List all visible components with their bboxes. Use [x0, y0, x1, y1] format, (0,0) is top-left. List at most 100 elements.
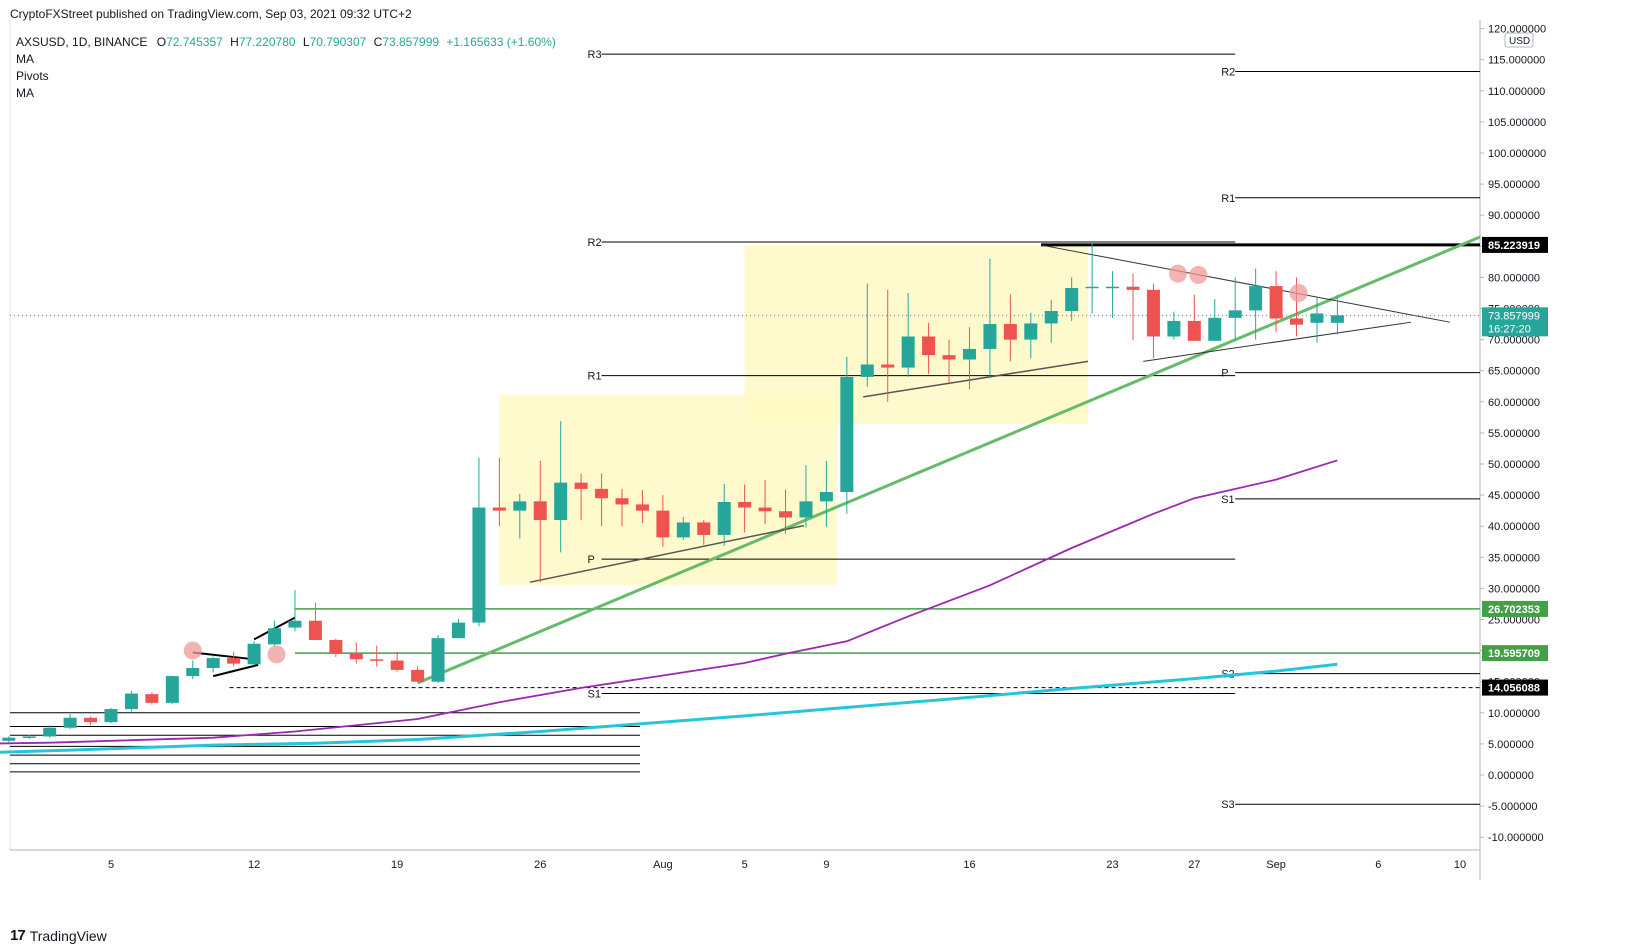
x-tick-label-13: 10 — [1454, 859, 1466, 871]
last-price-label: 73.857999 — [1488, 310, 1540, 322]
y-tick-label-15: 45.000000 — [1488, 490, 1540, 502]
chart-legend: AXSUSD, 1D, BINANCE O72.745357 H77.22078… — [16, 34, 556, 102]
candle-body-07-25 — [513, 501, 527, 511]
candle-body-07-26 — [533, 501, 547, 520]
candle-body-08-25 — [1146, 289, 1160, 337]
x-tick-label-2: 12 — [248, 859, 260, 871]
candle-body-07-05 — [104, 709, 118, 723]
candle-body-07-14 — [288, 620, 302, 628]
trendline-aug — [529, 524, 805, 583]
low-key: L — [302, 35, 310, 49]
indicator-pivots[interactable]: Pivots — [16, 69, 49, 83]
symbol-label[interactable]: AXSUSD, 1D, BINANCE — [16, 35, 148, 49]
candle-body-09-01 — [1290, 318, 1304, 325]
ma-slow-line — [0, 662, 1338, 754]
ascending-trendline — [417, 235, 1481, 685]
candle-body-07-15 — [308, 620, 322, 641]
y-tick-label-5: 95.000000 — [1488, 179, 1540, 191]
x-tick-label-9: 23 — [1106, 859, 1118, 871]
candle-body-07-07 — [145, 694, 159, 703]
candle-body-07-31 — [635, 504, 649, 511]
candle-body-08-19 — [1024, 323, 1038, 340]
x-tick-label-1: 5 — [108, 859, 114, 871]
indicator-ma-1[interactable]: MA — [16, 52, 34, 66]
indicator-ma-2[interactable]: MA — [16, 86, 34, 100]
rising-support-line — [1143, 321, 1412, 362]
y-tick-label-25: -5.000000 — [1488, 801, 1538, 813]
candle-body-07-23 — [472, 507, 486, 623]
candle-body-08-26 — [1167, 320, 1181, 337]
level-badge-label-0: 26.702353 — [1488, 604, 1540, 616]
candle-body-07-11 — [227, 658, 241, 664]
touch-marker-1 — [267, 645, 286, 664]
y-tick-label-12: 60.000000 — [1488, 397, 1540, 409]
y-tick-label-17: 35.000000 — [1488, 552, 1540, 564]
candle-body-08-08 — [799, 501, 813, 518]
open-value: 72.745357 — [166, 35, 223, 49]
pivot-label-s3-10: S3 — [1221, 799, 1234, 811]
countdown-label: 16:27:20 — [1488, 323, 1531, 335]
touch-marker-3 — [1189, 265, 1208, 284]
x-tick-label-8: 16 — [963, 859, 975, 871]
candle-body-07-29 — [595, 488, 609, 499]
x-tick-label-7: 9 — [823, 859, 829, 871]
candle-body-08-05 — [738, 501, 752, 508]
open-key: O — [156, 35, 167, 49]
candle-body-07-22 — [451, 622, 465, 639]
level-badge-2 — [1482, 679, 1548, 696]
candle-body-07-09 — [186, 668, 200, 677]
candle-body-07-27 — [554, 482, 568, 520]
descending-trendline — [1040, 244, 1450, 323]
candle-body-08-16 — [962, 348, 976, 360]
candle-body-08-01 — [656, 510, 670, 538]
brand-label: TradingView — [29, 927, 107, 944]
candle-body-08-28 — [1208, 317, 1222, 341]
y-tick-label-26: -10.000000 — [1488, 832, 1544, 844]
candle-body-08-07 — [779, 511, 793, 518]
y-tick-label-2: 110.000000 — [1488, 86, 1545, 98]
x-tick-label-11: Sep — [1266, 859, 1286, 871]
candle-body-07-16 — [329, 640, 343, 654]
candle-body-08-24 — [1126, 286, 1140, 290]
candle-body-08-02 — [676, 522, 690, 538]
pivot-label-r2-1: R2 — [588, 237, 602, 249]
candle-body-08-15 — [942, 355, 956, 360]
y-tick-label-24: 0.000000 — [1488, 770, 1534, 782]
publisher-line: CryptoFXStreet published on TradingView.… — [10, 7, 412, 21]
close-value: 73.857999 — [382, 35, 440, 49]
y-tick-label-1: 115.000000 — [1488, 55, 1545, 67]
candle-body-09-03 — [1330, 315, 1344, 323]
flag-line-bottom — [212, 663, 259, 678]
tradingview-logo-icon: 17 — [10, 927, 26, 944]
candle-body-07-19 — [390, 660, 404, 670]
candle-body-07-01 — [22, 736, 36, 738]
candle-body-08-06 — [758, 507, 772, 512]
currency-badge — [1504, 32, 1534, 48]
level-badge-3 — [1482, 236, 1548, 253]
pivot-label-p-7: P — [1221, 368, 1228, 380]
level-badge-label-3: 85.223919 — [1488, 240, 1540, 252]
candle-body-08-03 — [697, 522, 711, 535]
candle-body-08-20 — [1044, 310, 1058, 324]
candle-body-08-27 — [1187, 320, 1201, 341]
candle-body-08-21 — [1065, 287, 1079, 311]
level-badge-0 — [1482, 600, 1548, 617]
y-tick-label-22: 10.000000 — [1488, 708, 1540, 720]
y-tick-label-10: 70.000000 — [1488, 335, 1540, 347]
pivot-label-r1-2: R1 — [588, 371, 602, 383]
y-tick-label-3: 105.000000 — [1488, 117, 1546, 129]
pivot-label-p-3: P — [588, 554, 595, 566]
y-tick-label-6: 90.000000 — [1488, 210, 1540, 222]
candle-body-08-23 — [1106, 286, 1120, 289]
candle-body-08-09 — [819, 491, 833, 502]
level-badge-1 — [1482, 645, 1548, 662]
flag-line-top — [192, 651, 255, 661]
y-tick-label-8: 80.000000 — [1488, 272, 1540, 284]
candle-body-08-30 — [1249, 286, 1263, 311]
x-tick-label-12: 6 — [1375, 859, 1381, 871]
pivot-label-r2-5: R2 — [1221, 67, 1235, 79]
x-tick-label-5: Aug — [653, 859, 673, 871]
touch-marker-4 — [1289, 283, 1308, 302]
x-tick-label-4: 26 — [534, 859, 546, 871]
